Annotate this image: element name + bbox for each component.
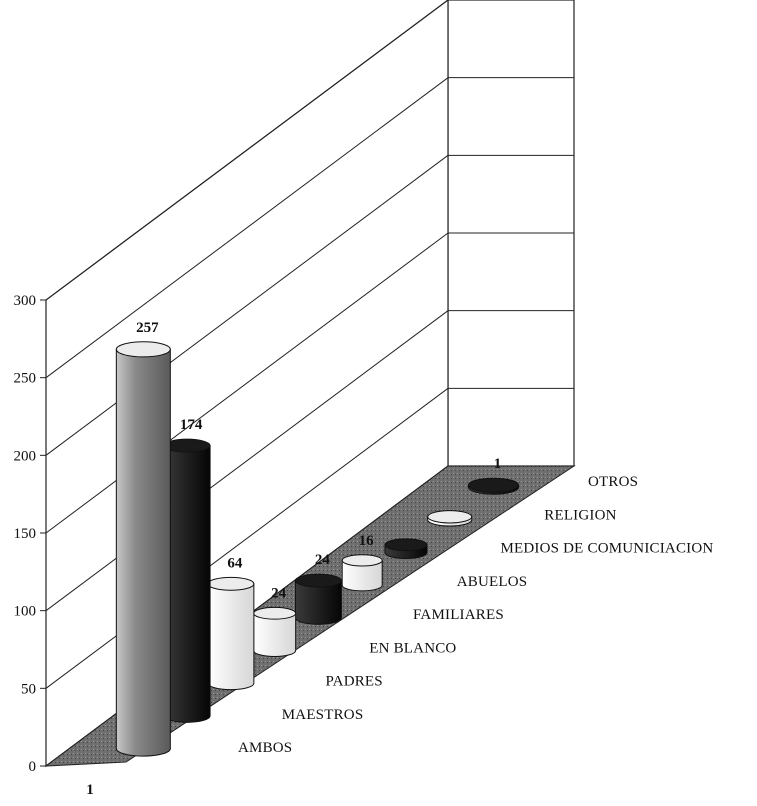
legend-label: ABUELOS: [457, 574, 528, 590]
bar-padres: [207, 576, 255, 691]
bar-religion: [427, 510, 473, 527]
bar-top: [468, 477, 520, 493]
bar-body: [163, 445, 211, 723]
chart-text: 0 50 100 150 200 250 300 1 16 24 24 64 174 257 AMBOS MA…: [14, 293, 714, 798]
bar-body: [294, 580, 342, 625]
gridline: [45, 387, 449, 689]
data-label: 1: [494, 456, 502, 472]
y-tick-label: 200: [14, 448, 37, 464]
gridline: [45, 310, 449, 612]
gridline: [45, 0, 449, 301]
bar-familiares: [294, 573, 342, 625]
data-label: 16: [359, 533, 375, 549]
bar-en-blanco: [253, 606, 297, 657]
bar-ambos: [115, 341, 171, 757]
legend-label: OTROS: [588, 474, 638, 490]
legend-label: MAESTROS: [282, 707, 364, 723]
legend-label: FAMILIARES: [413, 607, 504, 623]
bar-top: [253, 606, 297, 620]
bar-top: [207, 576, 255, 591]
legend-label: AMBOS: [238, 740, 292, 756]
bar-body: [207, 583, 255, 691]
legend-label: MEDIOS DE COMUNICIACION: [501, 541, 714, 557]
y-tick-label: 250: [14, 371, 37, 387]
y-tick-label: 100: [14, 604, 37, 620]
data-label: 257: [136, 320, 159, 336]
data-label: 64: [227, 555, 243, 571]
gridline: [45, 232, 449, 534]
data-label: 24: [315, 552, 331, 568]
data-label: 174: [180, 417, 203, 433]
y-tick-label: 300: [14, 293, 37, 309]
bar-body: [341, 559, 383, 592]
bar-top: [341, 554, 383, 567]
y-tick-label: 0: [29, 759, 37, 775]
bar-maestros: [163, 438, 211, 723]
bar-body: [115, 348, 171, 757]
data-label: 24: [271, 585, 287, 601]
bar-top: [163, 438, 211, 453]
gridline: [45, 154, 449, 456]
y-tick-label: 150: [14, 526, 37, 542]
bar-abuelos: [341, 554, 383, 592]
chart-bars: [115, 341, 520, 757]
y-tick-label: 50: [21, 681, 36, 697]
legend-label: RELIGION: [544, 507, 616, 523]
legend-label: EN BLANCO: [369, 640, 456, 656]
gridline: [45, 77, 449, 379]
bar-top: [115, 341, 171, 358]
bar-top: [427, 510, 473, 524]
bar-otros: [468, 477, 520, 495]
bar-body: [253, 612, 297, 657]
x-tick-label: 1: [86, 782, 94, 798]
legend-label: PADRES: [326, 674, 383, 690]
bar-top: [294, 573, 342, 588]
bar-medios-de-comuniciacion: [384, 538, 428, 559]
bar-top: [384, 538, 428, 552]
